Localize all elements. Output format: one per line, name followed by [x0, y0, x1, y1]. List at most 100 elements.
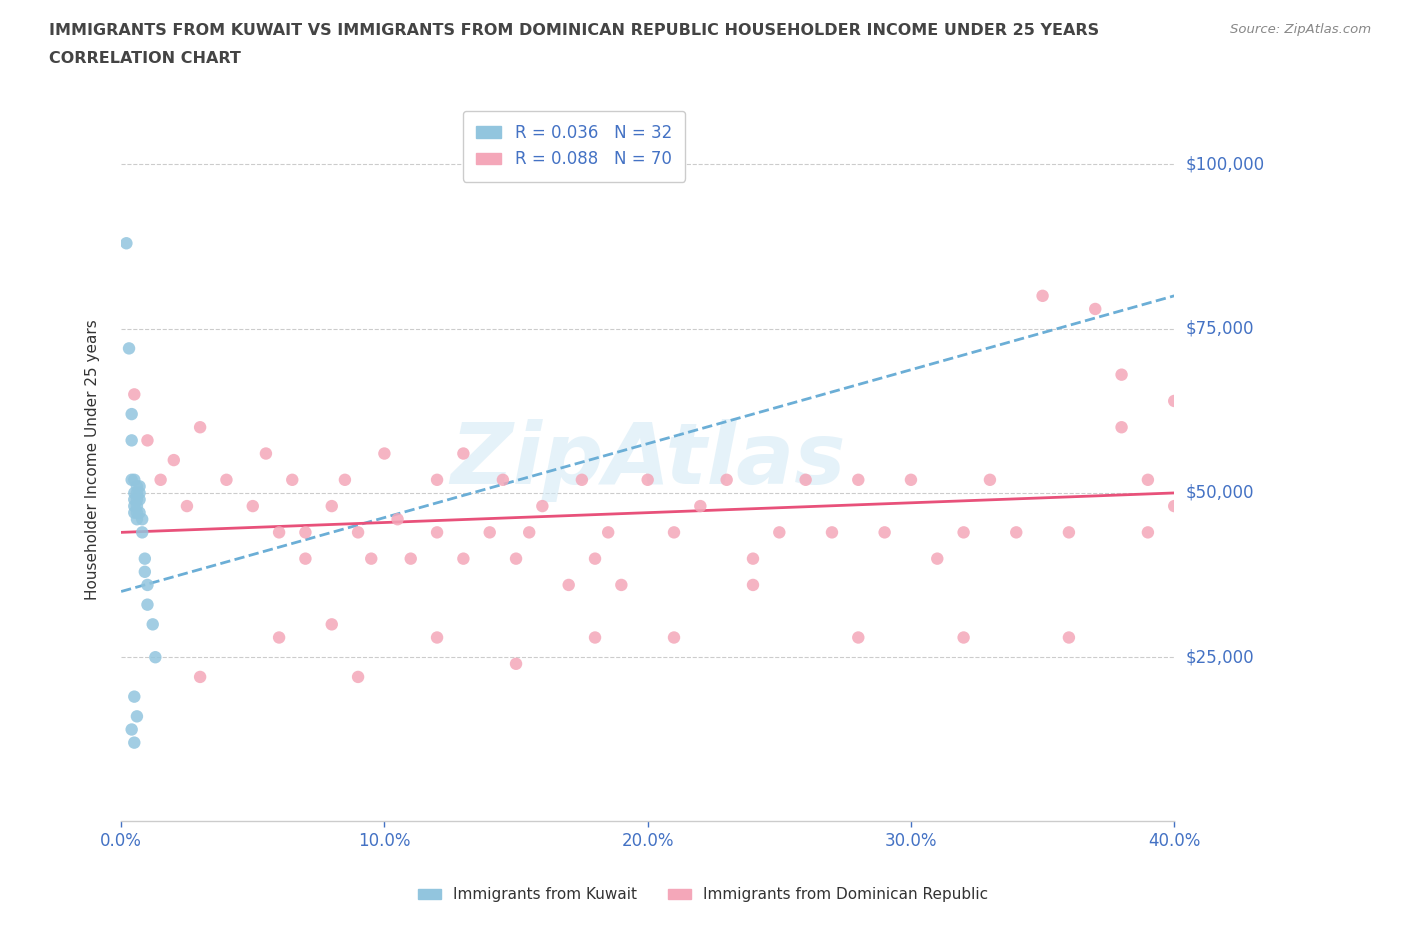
Point	[531, 498, 554, 513]
Point	[188, 419, 211, 434]
Point	[794, 472, 817, 487]
Point	[242, 498, 264, 513]
Point	[128, 492, 150, 507]
Point	[125, 492, 148, 507]
Point	[598, 525, 620, 539]
Point	[846, 472, 869, 487]
Point	[294, 525, 316, 539]
Point	[492, 472, 515, 487]
Point	[360, 551, 382, 566]
Point	[1057, 525, 1080, 539]
Point	[124, 498, 146, 513]
Point	[136, 433, 159, 448]
Point	[143, 650, 166, 665]
Point	[453, 446, 475, 461]
Point	[188, 670, 211, 684]
Point	[254, 446, 277, 461]
Point	[121, 472, 143, 487]
Point	[269, 630, 291, 644]
Point	[128, 505, 150, 520]
Y-axis label: Householder Income Under 25 years: Householder Income Under 25 years	[86, 320, 100, 601]
Point	[1111, 419, 1133, 434]
Point	[873, 525, 896, 539]
Point	[927, 551, 949, 566]
Point	[121, 406, 143, 421]
Point	[333, 472, 356, 487]
Point	[979, 472, 1001, 487]
Text: Source: ZipAtlas.com: Source: ZipAtlas.com	[1230, 23, 1371, 36]
Point	[900, 472, 922, 487]
Point	[124, 736, 146, 751]
Point	[281, 472, 304, 487]
Point	[399, 551, 422, 566]
Point	[742, 578, 765, 592]
Point	[1032, 288, 1054, 303]
Point	[517, 525, 540, 539]
Point	[557, 578, 579, 592]
Point	[1084, 301, 1107, 316]
Point	[583, 630, 606, 644]
Point	[426, 472, 449, 487]
Point	[269, 525, 291, 539]
Point	[136, 597, 159, 612]
Point	[121, 722, 143, 737]
Point	[125, 512, 148, 526]
Point	[426, 525, 449, 539]
Point	[689, 498, 711, 513]
Point	[131, 525, 153, 539]
Point	[1005, 525, 1028, 539]
Point	[742, 551, 765, 566]
Text: CORRELATION CHART: CORRELATION CHART	[49, 51, 240, 66]
Point	[125, 709, 148, 724]
Point	[1163, 393, 1185, 408]
Point	[453, 551, 475, 566]
Point	[125, 485, 148, 500]
Point	[124, 492, 146, 507]
Point	[1136, 525, 1159, 539]
Point	[637, 472, 659, 487]
Point	[118, 341, 141, 356]
Point	[505, 551, 527, 566]
Point	[142, 617, 165, 631]
Point	[1163, 498, 1185, 513]
Point	[136, 578, 159, 592]
Point	[163, 453, 186, 468]
Text: ZipAtlas: ZipAtlas	[450, 418, 845, 501]
Text: $50,000: $50,000	[1185, 484, 1254, 502]
Point	[571, 472, 593, 487]
Point	[347, 525, 370, 539]
Point	[662, 630, 685, 644]
Point	[846, 630, 869, 644]
Point	[321, 498, 343, 513]
Point	[124, 485, 146, 500]
Point	[115, 236, 138, 251]
Point	[716, 472, 738, 487]
Point	[821, 525, 844, 539]
Point	[134, 551, 156, 566]
Point	[294, 551, 316, 566]
Point	[149, 472, 172, 487]
Point	[1057, 630, 1080, 644]
Point	[131, 512, 153, 526]
Point	[215, 472, 238, 487]
Text: $75,000: $75,000	[1185, 320, 1254, 338]
Legend: R = 0.036   N = 32, R = 0.088   N = 70: R = 0.036 N = 32, R = 0.088 N = 70	[463, 111, 685, 181]
Point	[128, 479, 150, 494]
Point	[768, 525, 790, 539]
Point	[134, 565, 156, 579]
Point	[124, 387, 146, 402]
Point	[478, 525, 501, 539]
Point	[426, 630, 449, 644]
Point	[125, 498, 148, 513]
Text: $100,000: $100,000	[1185, 155, 1264, 173]
Point	[610, 578, 633, 592]
Point	[952, 630, 974, 644]
Point	[321, 617, 343, 631]
Point	[125, 479, 148, 494]
Point	[1111, 367, 1133, 382]
Point	[124, 689, 146, 704]
Point	[1136, 472, 1159, 487]
Point	[176, 498, 198, 513]
Point	[124, 505, 146, 520]
Text: $25,000: $25,000	[1185, 648, 1254, 666]
